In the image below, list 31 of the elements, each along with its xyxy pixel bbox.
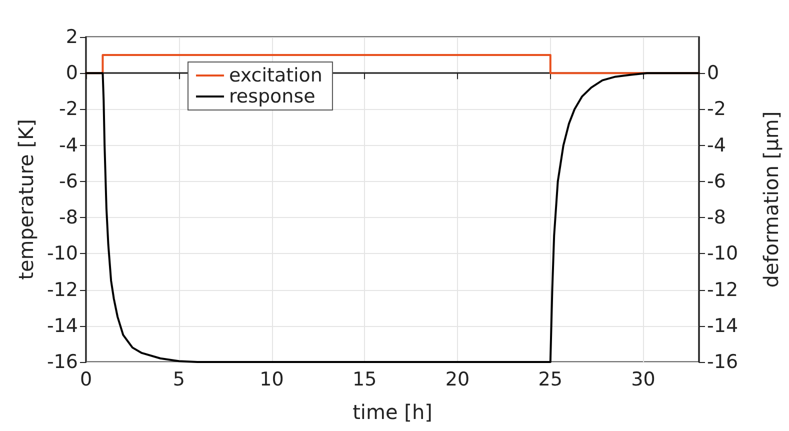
y-tick-label: 2 (66, 26, 78, 48)
y-tick-label: -12 (46, 278, 78, 301)
x-tick-label: 5 (172, 368, 185, 390)
y2-tick-label: -16 (707, 351, 738, 373)
y2-axis-title: deformation [µm] (759, 111, 783, 288)
y-tick-label: -4 (59, 134, 78, 156)
y2-tick-label: 0 (707, 62, 720, 84)
y-tick-label: -2 (59, 98, 78, 120)
x-tick-label: 15 (352, 368, 377, 390)
y2-tick-label: -14 (707, 314, 738, 337)
y2-tick-label: -10 (707, 242, 738, 265)
y-axis-title: temperature [K] (14, 119, 38, 280)
y-tick-label: -6 (59, 170, 78, 192)
legend-label: excitation (229, 64, 322, 86)
y2-tick-label: -2 (707, 98, 726, 120)
y-tick-label: -16 (46, 351, 78, 373)
y2-tick-label: -4 (707, 134, 726, 156)
y-tick-label: -10 (46, 242, 78, 265)
y2-tick-label: -8 (707, 206, 726, 229)
y2-tick-label: -12 (707, 278, 738, 301)
y-tick-label: -8 (59, 206, 78, 229)
x-tick-label: 10 (260, 368, 284, 390)
y2-tick-label: -6 (707, 170, 726, 192)
y-tick-label: 0 (66, 62, 78, 84)
x-tick-label: 20 (445, 368, 470, 390)
x-axis-title: time [h] (352, 400, 432, 424)
legend-label: response (229, 86, 316, 108)
x-tick-label: 0 (80, 368, 92, 390)
y-tick-label: -14 (46, 314, 78, 337)
x-tick-label: 25 (538, 368, 562, 390)
x-tick-label: 30 (631, 368, 656, 390)
